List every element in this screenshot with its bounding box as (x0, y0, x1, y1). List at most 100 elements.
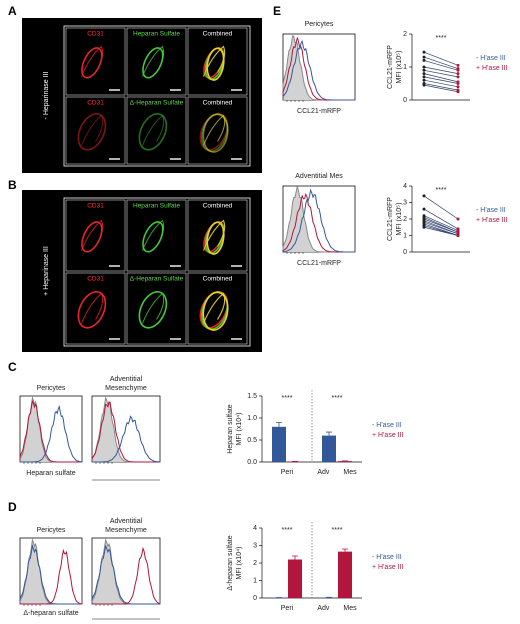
y-axis-label: MFI (x10⁵) (396, 51, 403, 84)
y-tick-label: 3 (403, 199, 407, 206)
bar (322, 435, 336, 462)
pair-line (423, 73, 459, 83)
significance: **** (332, 527, 343, 534)
error-bar (276, 422, 282, 427)
data-point (456, 75, 460, 79)
channel-label: Combined (203, 276, 233, 283)
data-point (456, 72, 460, 76)
panel-letter: B (8, 178, 17, 192)
image-cell (187, 272, 248, 345)
bar (272, 597, 286, 599)
significance: **** (282, 527, 293, 534)
significance: **** (436, 35, 447, 42)
y-tick-label: 0.0 (247, 459, 257, 466)
x-tick-label: Adv Mes (317, 605, 357, 612)
cell-signal (77, 113, 107, 151)
histogram-xlabel: Δ-heparan sulfate (23, 610, 78, 617)
data-point (422, 83, 426, 87)
data-point (456, 85, 460, 89)
cell-signal (142, 219, 165, 251)
y-tick-label: 0.5 (247, 437, 257, 444)
data-point (422, 75, 426, 79)
channel-label: Combined (203, 31, 233, 38)
y-tick-label: 1.5 (247, 393, 257, 400)
cell-signal (203, 292, 226, 324)
cell-signal (81, 292, 104, 324)
pair-line (423, 218, 459, 233)
legend-entry: - H'ase III (372, 422, 402, 429)
cell-signal (81, 219, 104, 251)
histogram-title: Mesenchyme (105, 527, 147, 534)
image-cell (126, 27, 187, 96)
y-tick-label: 1.0 (247, 415, 257, 422)
data-point (422, 72, 426, 76)
pair-line (423, 69, 459, 78)
bar (288, 461, 302, 463)
legend-entry: + H'ase III (476, 217, 508, 224)
image-cell (187, 96, 248, 165)
image-cell (65, 272, 126, 345)
significance: **** (282, 395, 293, 402)
cell-signal (138, 113, 168, 151)
cell-signal (142, 45, 165, 77)
channel-label: CD31 (87, 100, 104, 107)
histogram-curve (91, 544, 160, 605)
y-axis-label: CCL21-mRFP (387, 45, 394, 89)
data-point (456, 63, 460, 67)
data-point (422, 78, 426, 82)
image-cell (126, 272, 187, 345)
x-tick-label: Peri (281, 605, 294, 612)
pair-line (423, 215, 459, 231)
data-point (422, 58, 426, 62)
cell-signal (142, 114, 165, 146)
data-point (456, 234, 460, 237)
histogram-title: Pericytes (37, 385, 66, 392)
channel-label: Δ-Heparan Sulfate (130, 276, 184, 283)
legend-entry: + H'ase III (372, 432, 404, 439)
bar (338, 461, 352, 462)
data-point (456, 68, 460, 72)
cell-signal (138, 291, 168, 329)
condition-label: + Heparinase III (43, 246, 50, 296)
legend-entry: + H'ase III (372, 564, 404, 571)
panel-letter: D (8, 500, 17, 514)
y-axis-label: MFI (x10⁴) (236, 413, 243, 446)
y-tick-label: 0 (403, 249, 407, 256)
cell-signal (142, 292, 165, 324)
y-tick-label: 2 (403, 31, 407, 38)
channel-label: CD31 (87, 203, 104, 210)
histogram-curve (282, 188, 355, 253)
channel-label: Heparan Sulfate (133, 203, 180, 210)
pair-line (423, 221, 459, 235)
error-bar (326, 431, 332, 436)
pair-line (423, 83, 459, 91)
histogram-curve (19, 400, 82, 463)
image-cell (65, 199, 126, 272)
data-point (456, 82, 460, 85)
histogram-curve (92, 546, 161, 605)
channel-label: CD31 (87, 276, 104, 283)
pair-line (423, 60, 459, 71)
legend-entry: - H'ase III (372, 554, 402, 561)
channel-label: Heparan Sulfate (133, 31, 180, 38)
error-bar (342, 548, 348, 552)
cell-signal (202, 113, 229, 153)
cell-signal (203, 114, 226, 146)
cell-signal (206, 221, 225, 255)
significance: **** (332, 395, 343, 402)
y-tick-label: 2 (253, 560, 257, 567)
bar (272, 426, 286, 462)
histogram-curve (20, 404, 83, 463)
histogram-title: Pericytes (305, 21, 334, 28)
histogram-curve (92, 415, 161, 463)
y-axis-label: MFI (x10⁵) (396, 203, 403, 236)
channel-label: Δ-Heparan Sulfate (130, 100, 184, 107)
data-point (456, 90, 460, 94)
significance: **** (436, 187, 447, 194)
y-tick-label: 0 (253, 595, 257, 602)
histogram-title: Mesenchyme (105, 385, 147, 392)
y-tick-label: 1 (403, 64, 407, 71)
cell-signal (206, 47, 225, 81)
y-tick-label: 0 (403, 97, 407, 104)
